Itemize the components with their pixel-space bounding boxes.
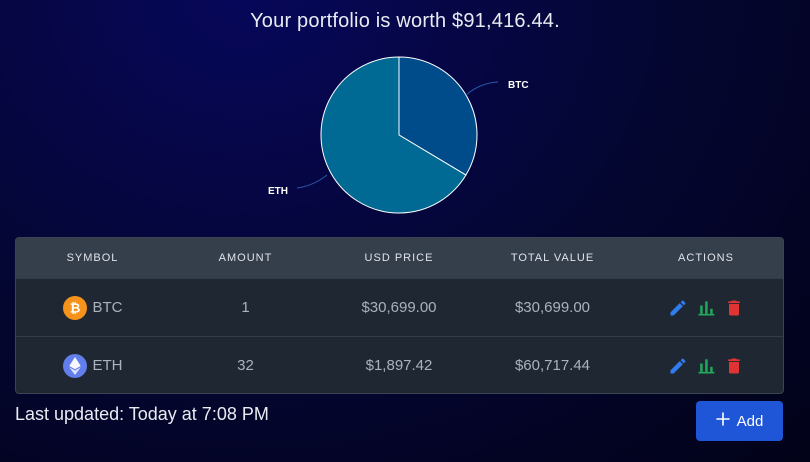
portfolio-pie-chart: BTC ETH xyxy=(255,50,555,225)
svg-text:₿: ₿ xyxy=(69,301,80,316)
plus-icon xyxy=(715,412,730,430)
col-header-total-value: TOTAL VALUE xyxy=(510,252,595,264)
total-value-cell: $60,717.44 xyxy=(514,357,591,374)
col-header-usd-price: USD PRICE xyxy=(364,252,434,264)
last-updated-text: Last updated: Today at 7:08 PM xyxy=(15,404,269,424)
table-header: SYMBOL AMOUNT USD PRICE TOTAL VALUE ACTI… xyxy=(16,238,783,278)
pie-slice-btc xyxy=(398,56,478,176)
actions-cell xyxy=(629,356,783,376)
usd-price-cell: $1,897.42 xyxy=(365,357,433,374)
symbol-text: BTC xyxy=(92,299,123,316)
col-header-amount: AMOUNT xyxy=(218,252,273,264)
holdings-table: SYMBOL AMOUNT USD PRICE TOTAL VALUE ACTI… xyxy=(15,237,784,394)
bitcoin-icon: ₿ xyxy=(62,295,87,320)
col-header-actions: ACTIONS xyxy=(678,252,734,264)
add-button[interactable]: Add xyxy=(696,401,783,441)
symbol-text: ETH xyxy=(92,357,123,374)
delete-icon[interactable] xyxy=(724,356,744,376)
total-value-cell: $30,699.00 xyxy=(514,299,591,316)
ethereum-icon xyxy=(62,353,87,378)
add-button-label: Add xyxy=(736,412,764,430)
pie-label-eth: ETH xyxy=(268,186,288,197)
pie-chart-svg: BTC ETH xyxy=(268,56,529,214)
col-header-symbol: SYMBOL xyxy=(66,252,119,264)
table-row: ₿ BTC 1 $30,699.00 $30,699.00 xyxy=(16,278,783,336)
edit-icon[interactable] xyxy=(668,298,688,318)
pie-slice-eth xyxy=(320,56,467,214)
amount-cell: 32 xyxy=(237,357,254,374)
leader-line-btc xyxy=(465,81,499,96)
symbol-cell: ETH xyxy=(16,353,169,378)
pie-label-btc: BTC xyxy=(508,80,529,91)
bar-chart-icon[interactable] xyxy=(696,356,716,376)
actions-cell xyxy=(629,298,783,318)
symbol-cell: ₿ BTC xyxy=(16,295,169,320)
edit-icon[interactable] xyxy=(668,356,688,376)
portfolio-title: Your portfolio is worth $91,416.44. xyxy=(250,10,560,32)
usd-price-cell: $30,699.00 xyxy=(361,299,437,316)
table-row: ETH 32 $1,897.42 $60,717.44 xyxy=(16,336,783,393)
delete-icon[interactable] xyxy=(724,298,744,318)
bar-chart-icon[interactable] xyxy=(696,298,716,318)
amount-cell: 1 xyxy=(241,299,250,316)
leader-line-eth xyxy=(296,174,328,189)
